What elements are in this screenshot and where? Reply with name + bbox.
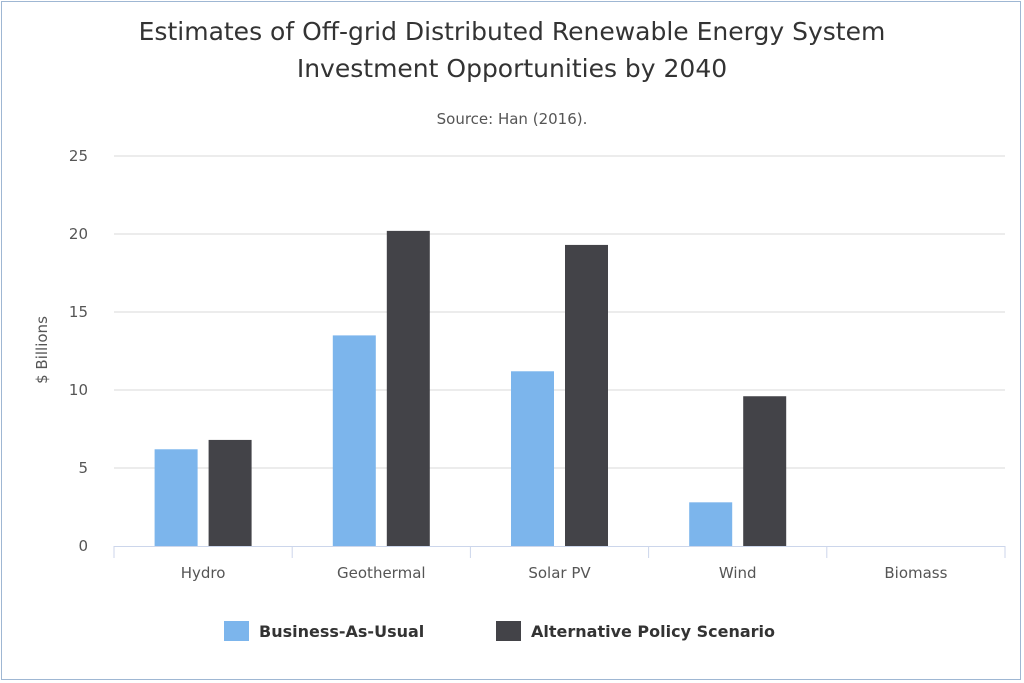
legend-label: Business-As-Usual bbox=[259, 622, 424, 641]
chart-subtitle: Source: Han (2016). bbox=[437, 110, 588, 128]
x-tick-label: Biomass bbox=[884, 564, 947, 582]
y-tick-label: 15 bbox=[69, 303, 88, 321]
y-tick-label: 5 bbox=[78, 459, 88, 477]
legend-label: Alternative Policy Scenario bbox=[531, 622, 775, 641]
gridlines: 0 5 10 15 20 25 bbox=[69, 147, 1005, 555]
chart-title-line-2: Investment Opportunities by 2040 bbox=[297, 54, 727, 83]
bar-business-as-usual-wind[interactable] bbox=[689, 502, 733, 546]
legend-item[interactable]: Business-As-Usual bbox=[224, 621, 424, 641]
chart-title-line-1: Estimates of Off-grid Distributed Renewa… bbox=[139, 17, 886, 46]
bar-alternative-policy-scenario-geothermal[interactable] bbox=[386, 230, 430, 546]
y-axis-label: $ Billions bbox=[33, 316, 51, 384]
x-tick-label: Wind bbox=[719, 564, 757, 582]
x-tick-label: Geothermal bbox=[337, 564, 426, 582]
bar-alternative-policy-scenario-wind[interactable] bbox=[743, 396, 787, 546]
y-tick-label: 20 bbox=[69, 225, 88, 243]
x-axis: Hydro Geothermal Solar PV Wind Biomass bbox=[113, 546, 1006, 582]
x-tick-label: Solar PV bbox=[528, 564, 591, 582]
legend-swatch bbox=[496, 621, 521, 641]
legend-item[interactable]: Alternative Policy Scenario bbox=[496, 621, 775, 641]
bar-business-as-usual-hydro[interactable] bbox=[154, 449, 198, 546]
legend-swatch bbox=[224, 621, 249, 641]
y-tick-label: 0 bbox=[78, 537, 88, 555]
bar-business-as-usual-solar-pv[interactable] bbox=[511, 371, 554, 546]
bar-business-as-usual-geothermal[interactable] bbox=[332, 335, 376, 546]
bar-alternative-policy-scenario-hydro[interactable] bbox=[208, 439, 252, 546]
x-tick-label: Hydro bbox=[181, 564, 226, 582]
y-tick-label: 10 bbox=[69, 381, 88, 399]
y-tick-label: 25 bbox=[69, 147, 88, 165]
bars bbox=[154, 230, 787, 547]
legend[interactable]: Business-As-Usual Alternative Policy Scen… bbox=[224, 621, 775, 641]
bar-alternative-policy-scenario-solar-pv[interactable] bbox=[565, 244, 608, 547]
